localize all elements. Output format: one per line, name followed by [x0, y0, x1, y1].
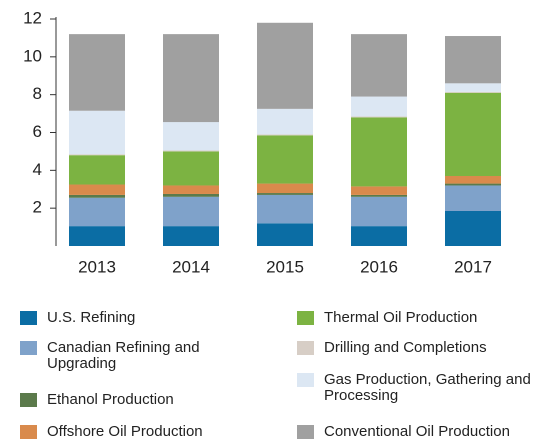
bar-segment [69, 226, 125, 246]
bar-segment [69, 34, 125, 111]
legend-item: U.S. Refining [20, 310, 210, 326]
bar-segment [163, 196, 219, 227]
bar-segment [163, 34, 219, 123]
legend-label: Gas Production, Gathering and Processing [324, 371, 531, 404]
bar-segment [69, 184, 125, 195]
bar-segment [445, 176, 501, 184]
y-tick-label: 10 [23, 46, 42, 65]
legend-item: Offshore Oil Production [20, 424, 210, 440]
legend-item: Thermal Oil Production [297, 310, 542, 326]
x-tick-label: 2015 [266, 257, 304, 276]
x-tick-label: 2016 [360, 257, 398, 276]
y-tick-label: 6 [33, 122, 42, 141]
legend-label: U.S. Refining [47, 309, 136, 326]
bar-segment [257, 22, 313, 109]
legend-swatch [20, 425, 37, 439]
bar-segment [445, 36, 501, 84]
bar-segment [351, 117, 407, 187]
bar-segment [163, 226, 219, 246]
legend-swatch [297, 341, 314, 355]
bar-segment [445, 91, 501, 93]
bar-segment [163, 150, 219, 152]
legend-label: Thermal Oil Production [324, 309, 478, 326]
bar-segment [257, 108, 313, 135]
bar-segment [163, 122, 219, 151]
bar-segment [257, 223, 313, 246]
legend-swatch [20, 341, 37, 355]
x-tick-label: 2013 [78, 257, 116, 276]
x-tick-label: 2017 [454, 257, 492, 276]
bar-segment [351, 196, 407, 227]
legend-label: Conventional Oil Production [324, 423, 510, 440]
bar-segment [69, 197, 125, 227]
bar-segment [69, 154, 125, 156]
y-tick-label: 4 [33, 160, 42, 179]
legend-item: Conventional Oil Production [297, 424, 542, 440]
bar-segment [351, 226, 407, 246]
legend-swatch [297, 373, 314, 387]
bar-segment [445, 92, 501, 177]
bar-segment [351, 194, 407, 197]
legend-swatch [297, 311, 314, 325]
bar-segment [163, 151, 219, 186]
bar-segment [445, 183, 501, 186]
bar-segment [257, 134, 313, 136]
bar-segment [445, 83, 501, 92]
chart: 2 4 6 8 10 12 2013 2014 2015 2016 2017 [23, 8, 501, 276]
legend-label: Canadian Refining and Upgrading [47, 339, 200, 372]
bar-segment [163, 185, 219, 194]
legend-item: Canadian Refining and Upgrading [20, 340, 210, 372]
bar-segment [351, 34, 407, 97]
bar-segment [69, 194, 125, 198]
legend-item: Gas Production, Gathering and Processing [297, 372, 542, 404]
legend-swatch [20, 393, 37, 407]
y-tick-label: 2 [33, 198, 42, 217]
bar-segment [69, 155, 125, 185]
bar-segment [351, 116, 407, 118]
x-tick-label: 2014 [172, 257, 210, 276]
bar-segment [69, 110, 125, 155]
bar-segment [445, 211, 501, 246]
bar-segment [257, 193, 313, 195]
bar-segment [163, 193, 219, 197]
legend-swatch [20, 311, 37, 325]
bar-segment [445, 185, 501, 212]
y-tick-label: 12 [23, 8, 42, 27]
bar-segment [351, 96, 407, 117]
legend-label: Drilling and Completions [324, 339, 487, 356]
legend-item: Drilling and Completions [297, 340, 542, 356]
bar-segment [257, 135, 313, 184]
legend-swatch [297, 425, 314, 439]
bar-segment [257, 194, 313, 224]
bar-segment [257, 183, 313, 194]
bar-segment [351, 186, 407, 195]
legend-label: Ethanol Production [47, 391, 174, 408]
legend-item: Ethanol Production [20, 392, 210, 408]
legend-label: Offshore Oil Production [47, 423, 203, 440]
y-tick-label: 8 [33, 84, 42, 103]
